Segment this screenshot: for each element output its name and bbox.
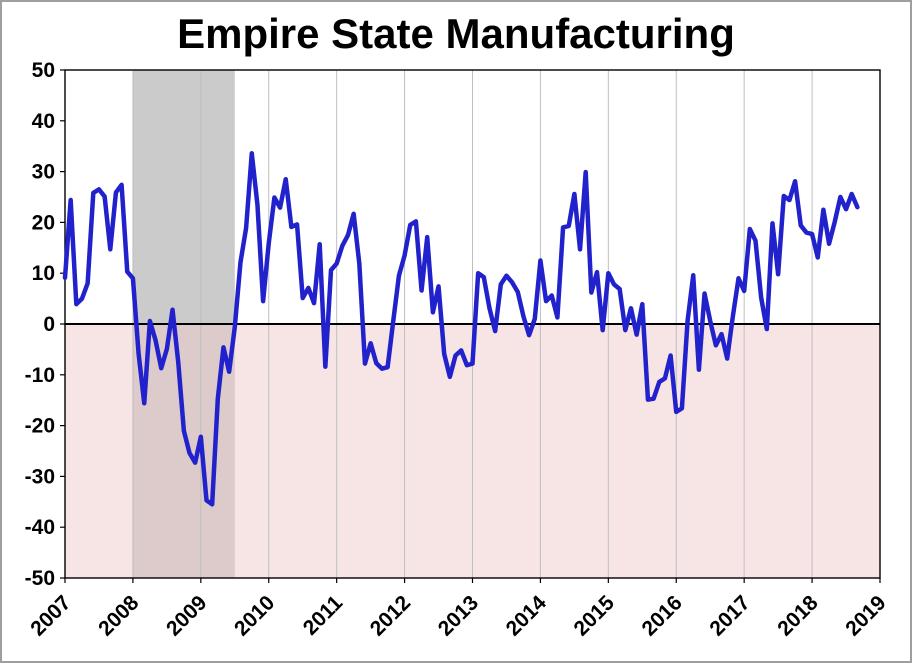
y-tick-label: 30 — [32, 161, 55, 184]
y-tick-label: -20 — [25, 415, 55, 438]
y-tick-label: 50 — [32, 59, 55, 82]
x-tick-label: 2017 — [705, 591, 754, 640]
x-tick-label: 2018 — [773, 591, 823, 641]
y-tick-label: 40 — [32, 110, 55, 133]
x-tick-label: 2015 — [570, 591, 620, 641]
x-tick-label: 2013 — [434, 591, 483, 640]
x-tick-label: 2012 — [366, 591, 415, 640]
x-tick-label: 2010 — [230, 591, 279, 640]
y-tick-label: 0 — [43, 313, 55, 336]
y-tick-label: -50 — [25, 567, 55, 590]
x-tick-label: 2007 — [26, 591, 75, 640]
x-tick-label: 2008 — [94, 591, 144, 641]
x-tick-label: 2016 — [637, 591, 686, 640]
y-tick-label: -40 — [25, 516, 55, 539]
y-tick-label: -30 — [25, 465, 55, 488]
y-tick-label: 20 — [32, 211, 55, 234]
x-tick-label: 2019 — [841, 591, 890, 640]
x-tick-label: 2009 — [162, 591, 211, 640]
x-tick-label: 2014 — [502, 591, 552, 641]
x-tick-label: 2011 — [299, 591, 348, 640]
chart-title: Empire State Manufacturing — [177, 10, 735, 57]
y-tick-label: 10 — [32, 262, 55, 285]
y-tick-label: -10 — [25, 364, 55, 387]
data-line — [62, 151, 860, 507]
